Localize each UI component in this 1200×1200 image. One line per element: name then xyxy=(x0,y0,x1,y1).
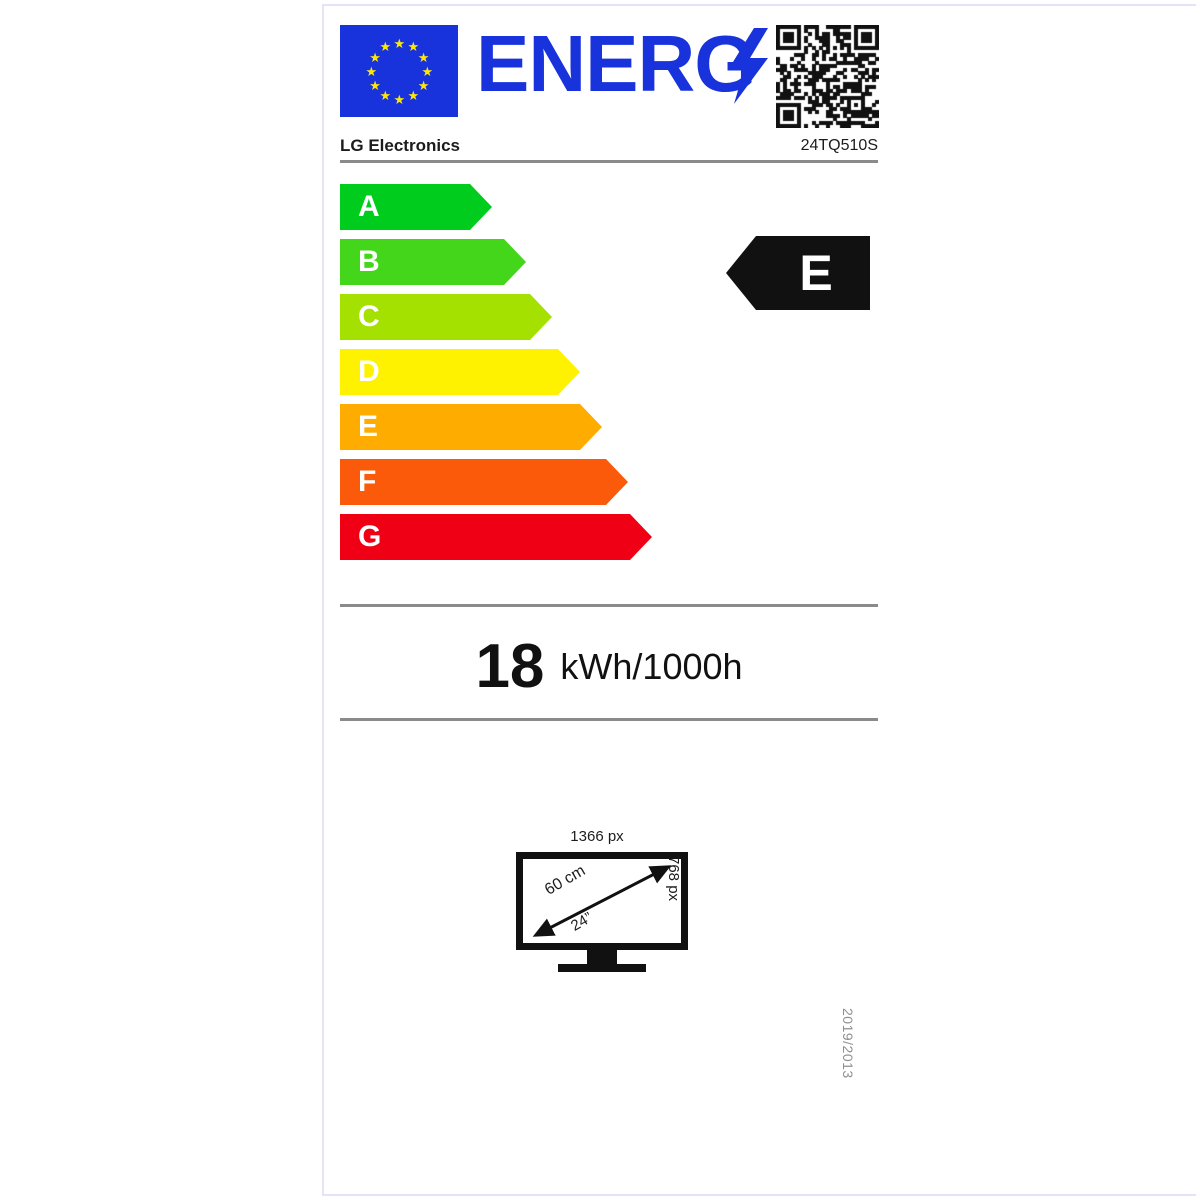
lightning-bolt-icon xyxy=(728,28,768,104)
energy-class-bar-c: C xyxy=(340,294,552,340)
energy-label: ★ ★ ★ ★ ★ ★ ★ ★ ★ ★ ★ ★ ENERG LG Electronics 24TQ51… xyxy=(326,8,1192,1192)
eu-star-icon: ★ xyxy=(407,87,420,103)
supplier-row: LG Electronics 24TQ510S xyxy=(340,136,878,162)
eu-star-icon: ★ xyxy=(421,63,434,79)
energy-class-letter: A xyxy=(358,190,380,223)
eu-star-icon: ★ xyxy=(407,39,420,55)
eu-star-icon: ★ xyxy=(379,39,392,55)
energy-class-bar-b: B xyxy=(340,239,526,285)
eu-flag-icon: ★ ★ ★ ★ ★ ★ ★ ★ ★ ★ ★ ★ xyxy=(340,25,458,117)
eu-star-icon: ★ xyxy=(369,77,381,93)
eu-star-icon: ★ xyxy=(379,87,392,103)
energy-class-bar-a: A xyxy=(340,184,492,230)
screen-stand-neck xyxy=(587,950,617,964)
energy-class-letter: D xyxy=(358,355,380,388)
consumption-value: 18 xyxy=(475,632,545,701)
supplier-name: LG Electronics xyxy=(340,136,460,155)
energy-class-letter: C xyxy=(358,300,380,333)
energy-class-letter: F xyxy=(358,465,377,498)
eu-star-icon: ★ xyxy=(369,49,381,65)
energy-class-bar-d: D xyxy=(340,349,580,395)
model-identifier: 24TQ510S xyxy=(800,137,878,154)
qr-code-icon xyxy=(776,25,879,128)
screen-diagonal-arrow-icon xyxy=(532,865,672,937)
energy-class-letter: G xyxy=(358,520,382,553)
consumption-divider-top xyxy=(340,604,878,607)
consumption-block: 18 kWh/1000h xyxy=(340,620,878,714)
eu-star-icon: ★ xyxy=(365,63,378,79)
consumption-unit: kWh/1000h xyxy=(560,646,743,687)
energy-rating-letter: E xyxy=(799,245,833,301)
energy-class-letter: B xyxy=(358,245,380,278)
supplier-divider xyxy=(340,160,878,163)
eu-star-icon: ★ xyxy=(417,49,430,65)
eu-star-icon: ★ xyxy=(417,77,430,93)
energy-class-bar-g: G xyxy=(340,514,652,560)
energy-rating-badge: E xyxy=(726,236,870,310)
energy-class-bar-e: E xyxy=(340,404,602,450)
energy-class-bar-f: F xyxy=(340,459,628,505)
screen-height-label: 768 px xyxy=(665,856,682,902)
screen-stand-base xyxy=(558,964,646,972)
energ-wordmark: ENERG xyxy=(476,19,756,108)
consumption-divider-bottom xyxy=(340,718,878,721)
label-header: ★ ★ ★ ★ ★ ★ ★ ★ ★ ★ ★ ★ ENERG xyxy=(340,16,879,128)
regulation-reference: 2019/2013 xyxy=(840,1008,856,1079)
screen-width-label: 1366 px xyxy=(570,828,624,845)
eu-star-icon: ★ xyxy=(393,35,406,51)
screen-diagram: 1366 px 60 cm 24” 768 px xyxy=(506,828,726,988)
eu-star-icon: ★ xyxy=(393,91,406,107)
energy-class-letter: E xyxy=(358,410,379,443)
